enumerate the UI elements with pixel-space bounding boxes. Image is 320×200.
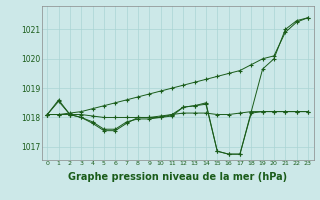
X-axis label: Graphe pression niveau de la mer (hPa): Graphe pression niveau de la mer (hPa) bbox=[68, 172, 287, 182]
